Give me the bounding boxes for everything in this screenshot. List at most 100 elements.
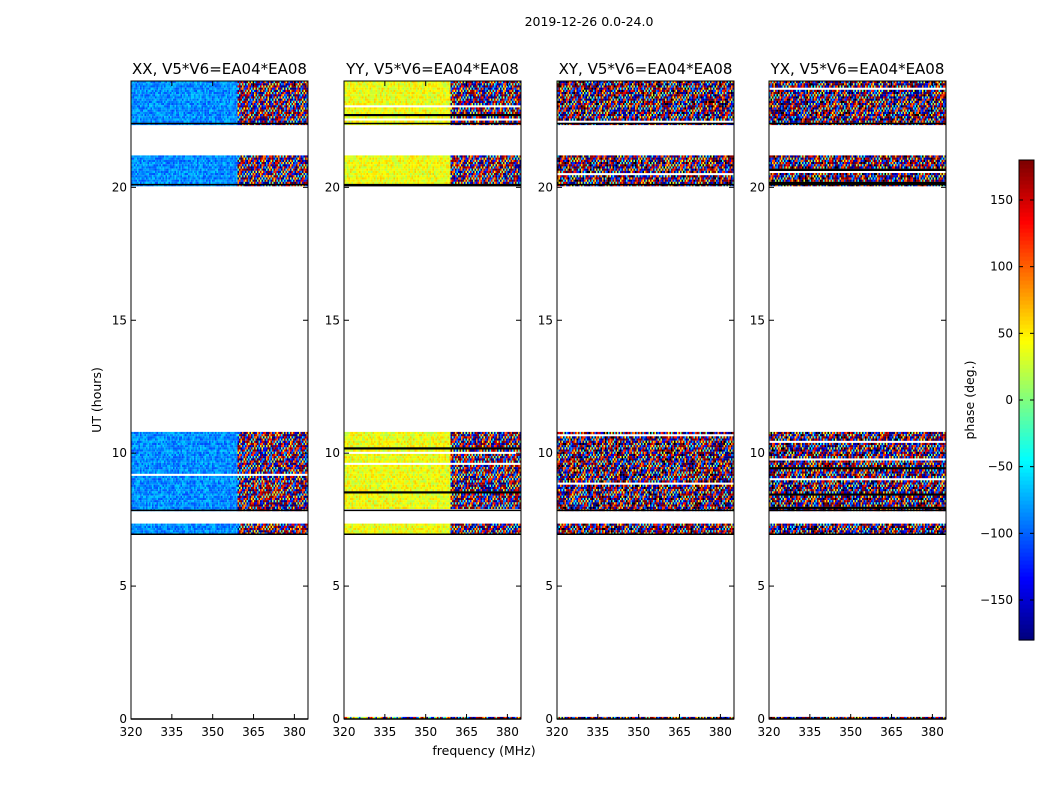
heatmap-cell xyxy=(159,447,162,450)
heatmap-cell xyxy=(230,453,232,457)
heatmap-cell xyxy=(194,442,196,446)
heatmap-cell xyxy=(158,502,160,505)
heatmap-cell xyxy=(215,458,217,461)
heatmap-cell xyxy=(282,440,285,443)
heatmap-cell xyxy=(137,438,139,441)
heatmap-cell xyxy=(165,458,168,461)
heatmap-cell xyxy=(204,504,207,507)
heatmap-cell xyxy=(171,157,174,160)
heatmap-cell xyxy=(299,445,301,448)
heatmap-cell xyxy=(150,436,153,439)
heatmap-cell xyxy=(293,489,295,492)
heatmap-cell xyxy=(297,445,300,448)
heatmap-cell xyxy=(210,436,213,439)
heatmap-cell xyxy=(182,467,184,470)
heatmap-cell xyxy=(144,462,147,465)
heatmap-cell xyxy=(191,528,193,531)
heatmap-cell xyxy=(246,458,249,461)
heatmap-cell xyxy=(306,528,309,531)
heatmap-cell xyxy=(153,464,156,468)
heatmap-cell xyxy=(165,469,168,472)
heatmap-cell xyxy=(188,493,190,496)
heatmap-cell xyxy=(273,502,276,505)
heatmap-cell xyxy=(257,442,259,446)
heatmap-cell xyxy=(168,495,171,498)
heatmap-cell xyxy=(171,438,174,441)
heatmap-cell xyxy=(287,434,289,437)
heatmap-cell xyxy=(243,486,246,490)
heatmap-cell xyxy=(275,440,277,443)
heatmap-cell xyxy=(183,504,186,507)
heatmap-cell xyxy=(287,478,289,481)
heatmap-cell xyxy=(291,495,294,498)
heatmap-cell xyxy=(146,530,148,533)
heatmap-cell xyxy=(156,493,159,496)
heatmap-cell xyxy=(204,451,207,454)
heatmap-cell xyxy=(288,475,291,479)
heatmap-cell xyxy=(219,442,222,446)
heatmap-cell xyxy=(153,500,156,503)
heatmap-cell xyxy=(132,157,135,160)
heatmap-cell xyxy=(263,469,265,472)
heatmap-cell xyxy=(156,480,159,483)
heatmap-cell xyxy=(264,480,267,483)
heatmap-cell xyxy=(270,458,273,461)
heatmap-cell xyxy=(276,497,279,501)
heatmap-cell xyxy=(278,460,280,463)
heatmap-cell xyxy=(287,469,289,472)
heatmap-cell xyxy=(185,440,187,443)
heatmap-cell xyxy=(279,500,282,503)
heatmap-cell xyxy=(182,436,184,439)
heatmap-cell xyxy=(266,464,268,468)
heatmap-cell xyxy=(246,478,249,481)
heatmap-cell xyxy=(183,489,186,492)
heatmap-cell xyxy=(197,431,199,435)
heatmap-cell xyxy=(306,438,309,441)
heatmap-cell xyxy=(269,449,271,452)
heatmap-cell xyxy=(255,431,258,435)
heatmap-cell xyxy=(306,467,309,470)
heatmap-cell xyxy=(255,467,258,470)
heatmap-cell xyxy=(227,504,229,507)
heatmap-cell xyxy=(165,523,168,526)
heatmap-cell xyxy=(228,497,231,501)
heatmap-cell xyxy=(204,462,207,465)
heatmap-cell xyxy=(219,453,222,457)
heatmap-cell xyxy=(252,431,255,435)
heatmap-cell xyxy=(215,471,217,474)
heatmap-cell xyxy=(140,434,142,437)
heatmap-cell xyxy=(248,436,250,439)
heatmap-cell xyxy=(161,504,163,507)
heatmap-cell xyxy=(260,155,262,158)
heatmap-cell xyxy=(207,462,210,465)
heatmap-cell xyxy=(153,506,156,509)
heatmap-cell xyxy=(155,436,157,439)
heatmap-cell xyxy=(228,506,231,509)
heatmap-cell xyxy=(264,438,267,441)
heatmap-cell xyxy=(176,489,178,492)
heatmap-cell xyxy=(161,434,163,437)
heatmap-cell xyxy=(162,447,165,450)
heatmap-cell xyxy=(239,528,241,531)
heatmap-cell xyxy=(249,447,252,450)
heatmap-cell xyxy=(249,525,252,529)
heatmap-cell xyxy=(218,447,220,450)
heatmap-cell xyxy=(279,475,282,479)
heatmap-cell xyxy=(297,495,300,498)
heatmap-cell xyxy=(194,500,196,503)
heatmap-cell xyxy=(281,475,283,479)
heatmap-cell xyxy=(267,438,270,441)
heatmap-cell xyxy=(245,469,247,472)
heatmap-cell xyxy=(270,497,273,501)
heatmap-cell xyxy=(221,462,223,465)
heatmap-cell xyxy=(266,460,268,463)
heatmap-cell xyxy=(191,447,193,450)
heatmap-cell xyxy=(155,460,157,463)
heatmap-cell xyxy=(174,440,177,443)
heatmap-cell xyxy=(221,456,223,459)
heatmap-cell xyxy=(162,489,165,492)
heatmap-cell xyxy=(179,462,181,465)
heatmap-cell xyxy=(236,447,238,450)
heatmap-cell xyxy=(293,478,295,481)
heatmap-cell xyxy=(164,482,166,485)
